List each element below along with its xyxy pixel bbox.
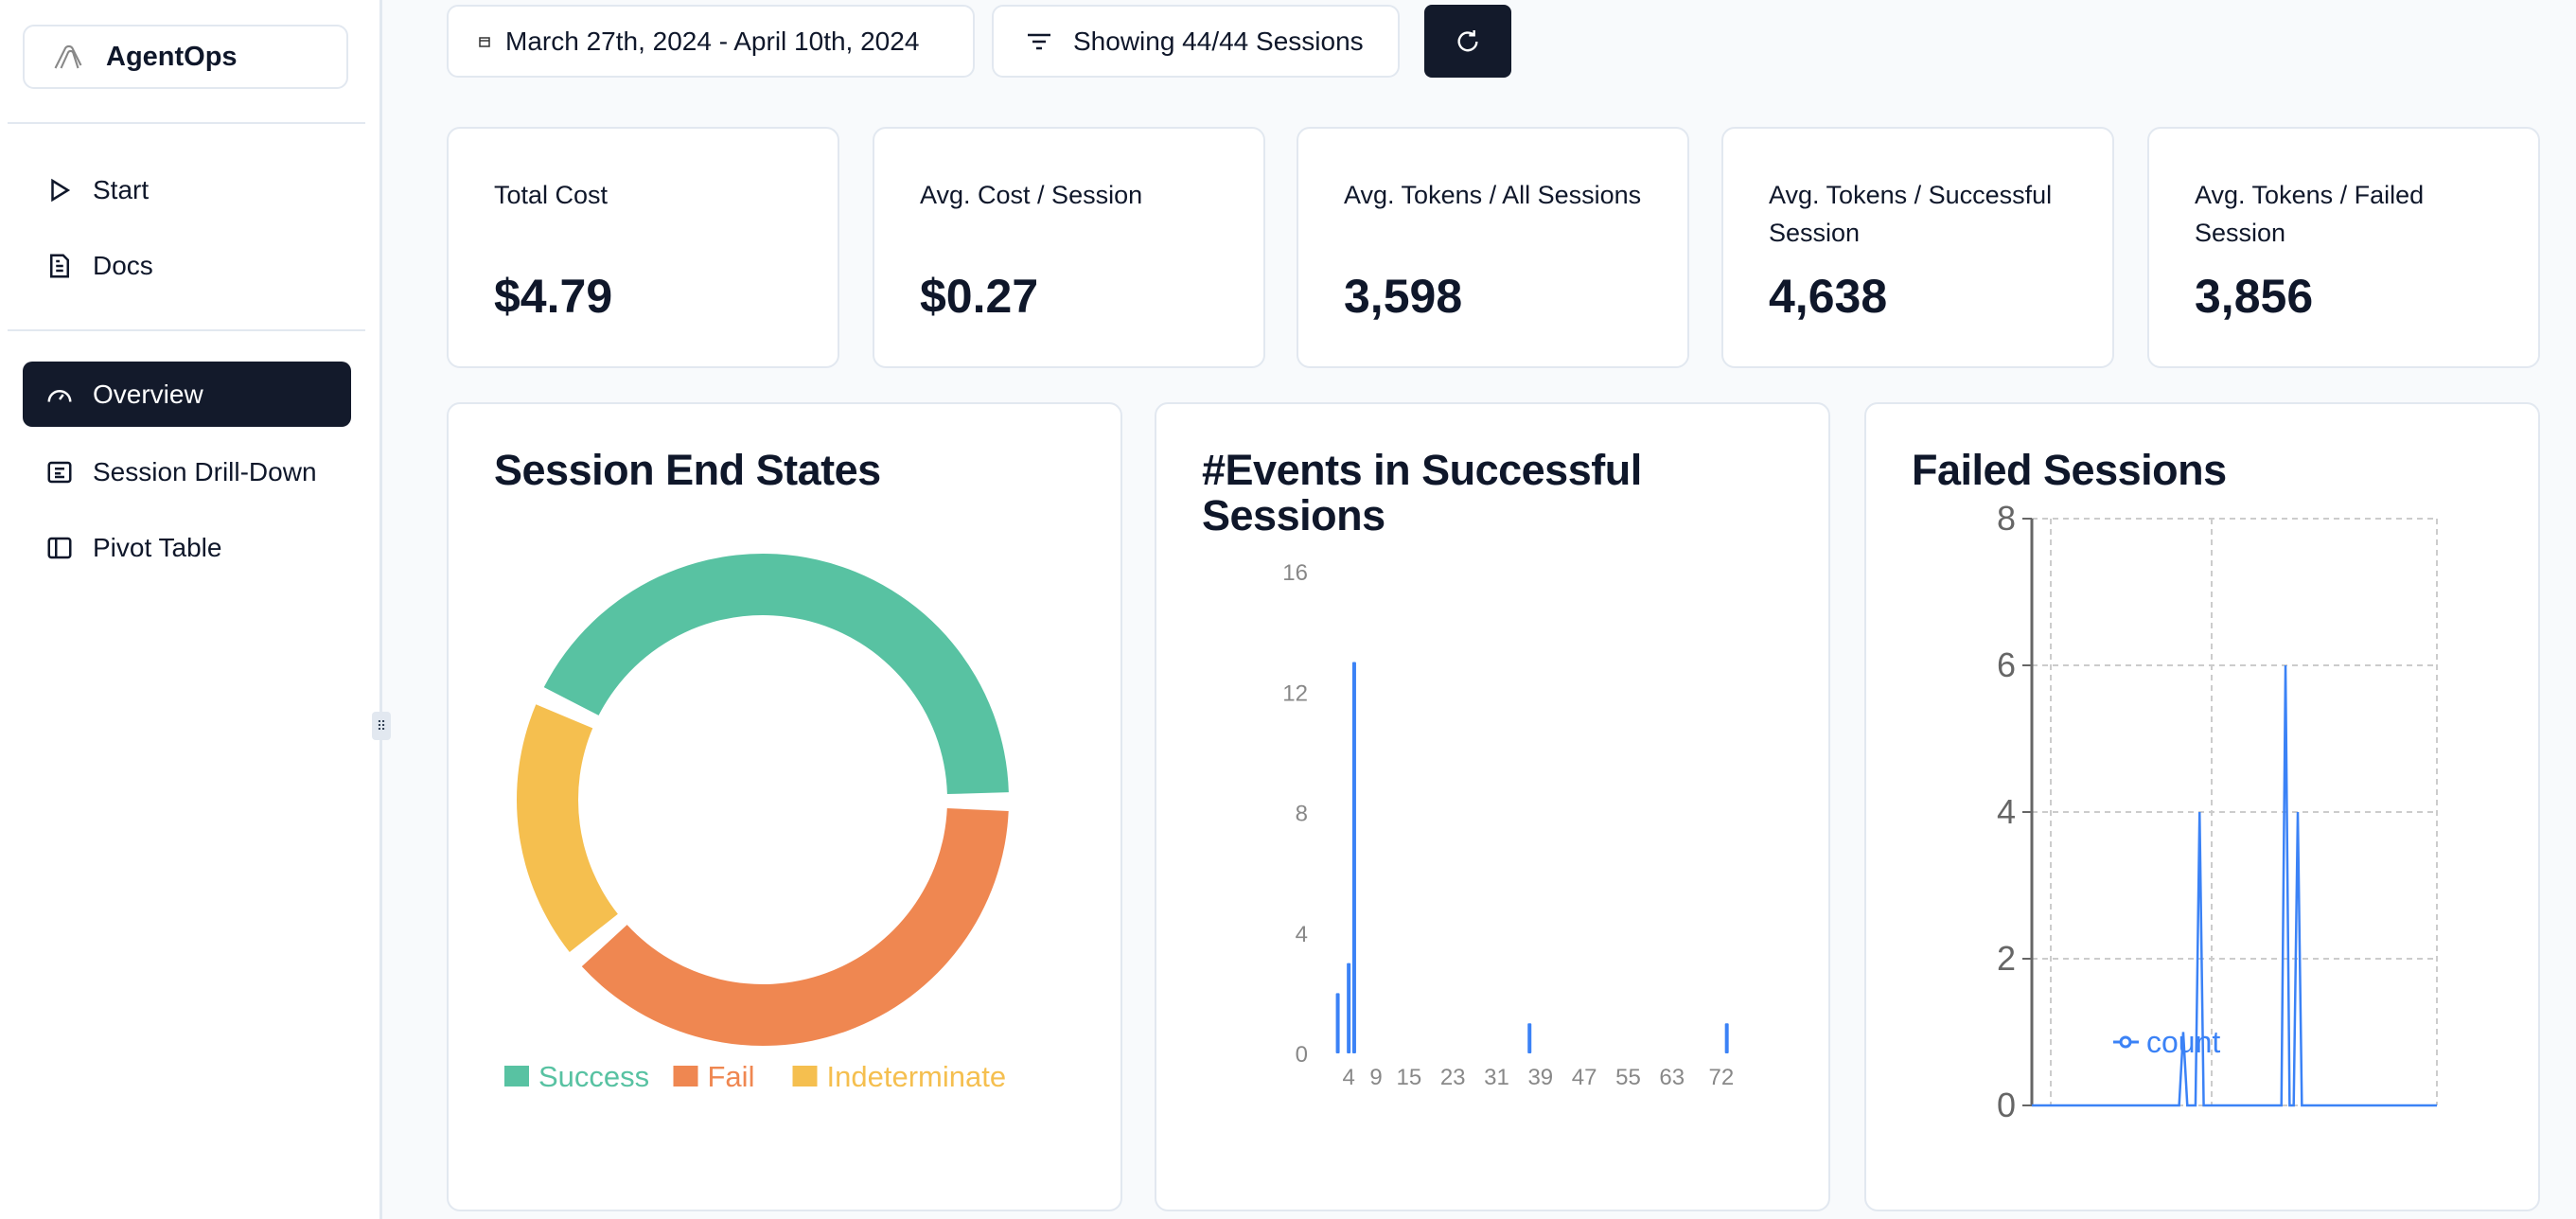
- stat-value: 3,856: [2195, 270, 2314, 323]
- date-range-picker[interactable]: March 27th, 2024 - April 10th, 2024: [447, 5, 975, 78]
- sidebar-item-label: Overview: [93, 379, 203, 409]
- brand-button[interactable]: AgentOps: [23, 25, 348, 89]
- sidebar-item-pivot-table[interactable]: Pivot Table: [23, 515, 351, 580]
- play-icon: [51, 178, 71, 202]
- stat-value: 4,638: [1769, 270, 1888, 323]
- stat-label: Avg. Tokens / All Sessions: [1344, 181, 1642, 209]
- divider: [8, 329, 365, 331]
- sidebar-item-session-drill-down[interactable]: Session Drill-Down: [23, 439, 351, 504]
- stat-label: Total Cost: [494, 181, 609, 209]
- stat-label: Avg. Tokens / Successful Session: [1769, 181, 2053, 247]
- stat-card-avg-tokens-failed: Avg. Tokens / Failed Session 3,856: [2147, 127, 2540, 368]
- refresh-button[interactable]: [1424, 5, 1511, 78]
- sidebar-resize-handle[interactable]: ⠿: [372, 712, 391, 740]
- sidebar-item-label: Docs: [93, 250, 153, 280]
- chart-title: Failed Sessions: [1912, 446, 2227, 494]
- sidebar-item-label: Session Drill-Down: [93, 456, 317, 486]
- sidebar-item-overview[interactable]: Overview: [23, 362, 351, 427]
- filter-text: Showing 44/44 Sessions: [1073, 26, 1364, 56]
- gauge-icon: [47, 389, 72, 402]
- stat-value: $0.27: [920, 270, 1039, 323]
- chart-title: Session End States: [494, 446, 881, 494]
- stat-card-avg-tokens-successful: Avg. Tokens / Successful Session 4,638: [1721, 127, 2114, 368]
- sidebar: AgentOps Start Docs Overview Session Dri…: [0, 0, 382, 1219]
- refresh-icon: [1457, 29, 1478, 51]
- list-icon: [47, 461, 72, 483]
- date-range-text: March 27th, 2024 - April 10th, 2024: [505, 26, 920, 56]
- panel-icon: [47, 537, 72, 558]
- session-end-states-card: Session End States: [447, 402, 1122, 1211]
- filter-icon: [1028, 33, 1050, 49]
- stat-value: $4.79: [494, 270, 613, 323]
- events-successful-card: #Events in Successful Sessions: [1155, 402, 1830, 1211]
- document-icon: [50, 254, 69, 277]
- sidebar-item-start[interactable]: Start: [23, 157, 351, 222]
- chart-title: #Events in Successful Sessions: [1202, 446, 1642, 539]
- stat-label: Avg. Cost / Session: [920, 181, 1143, 209]
- stat-card-total-cost: Total Cost $4.79: [447, 127, 839, 368]
- session-filter-button[interactable]: Showing 44/44 Sessions: [992, 5, 1400, 78]
- sidebar-item-docs[interactable]: Docs: [23, 233, 351, 298]
- stat-card-avg-tokens-all: Avg. Tokens / All Sessions 3,598: [1297, 127, 1689, 368]
- sidebar-item-label: Pivot Table: [93, 532, 222, 562]
- paperclip-logo-icon: [54, 44, 82, 69]
- failed-sessions-card: Failed Sessions: [1864, 402, 2540, 1211]
- calendar-icon: [479, 36, 490, 47]
- stat-value: 3,598: [1344, 270, 1463, 323]
- divider: [8, 122, 365, 124]
- sidebar-item-label: Start: [93, 174, 150, 204]
- stat-label: Avg. Tokens / Failed Session: [2195, 181, 2425, 247]
- stat-card-avg-cost: Avg. Cost / Session $0.27: [873, 127, 1265, 368]
- brand-name: AgentOps: [106, 41, 238, 72]
